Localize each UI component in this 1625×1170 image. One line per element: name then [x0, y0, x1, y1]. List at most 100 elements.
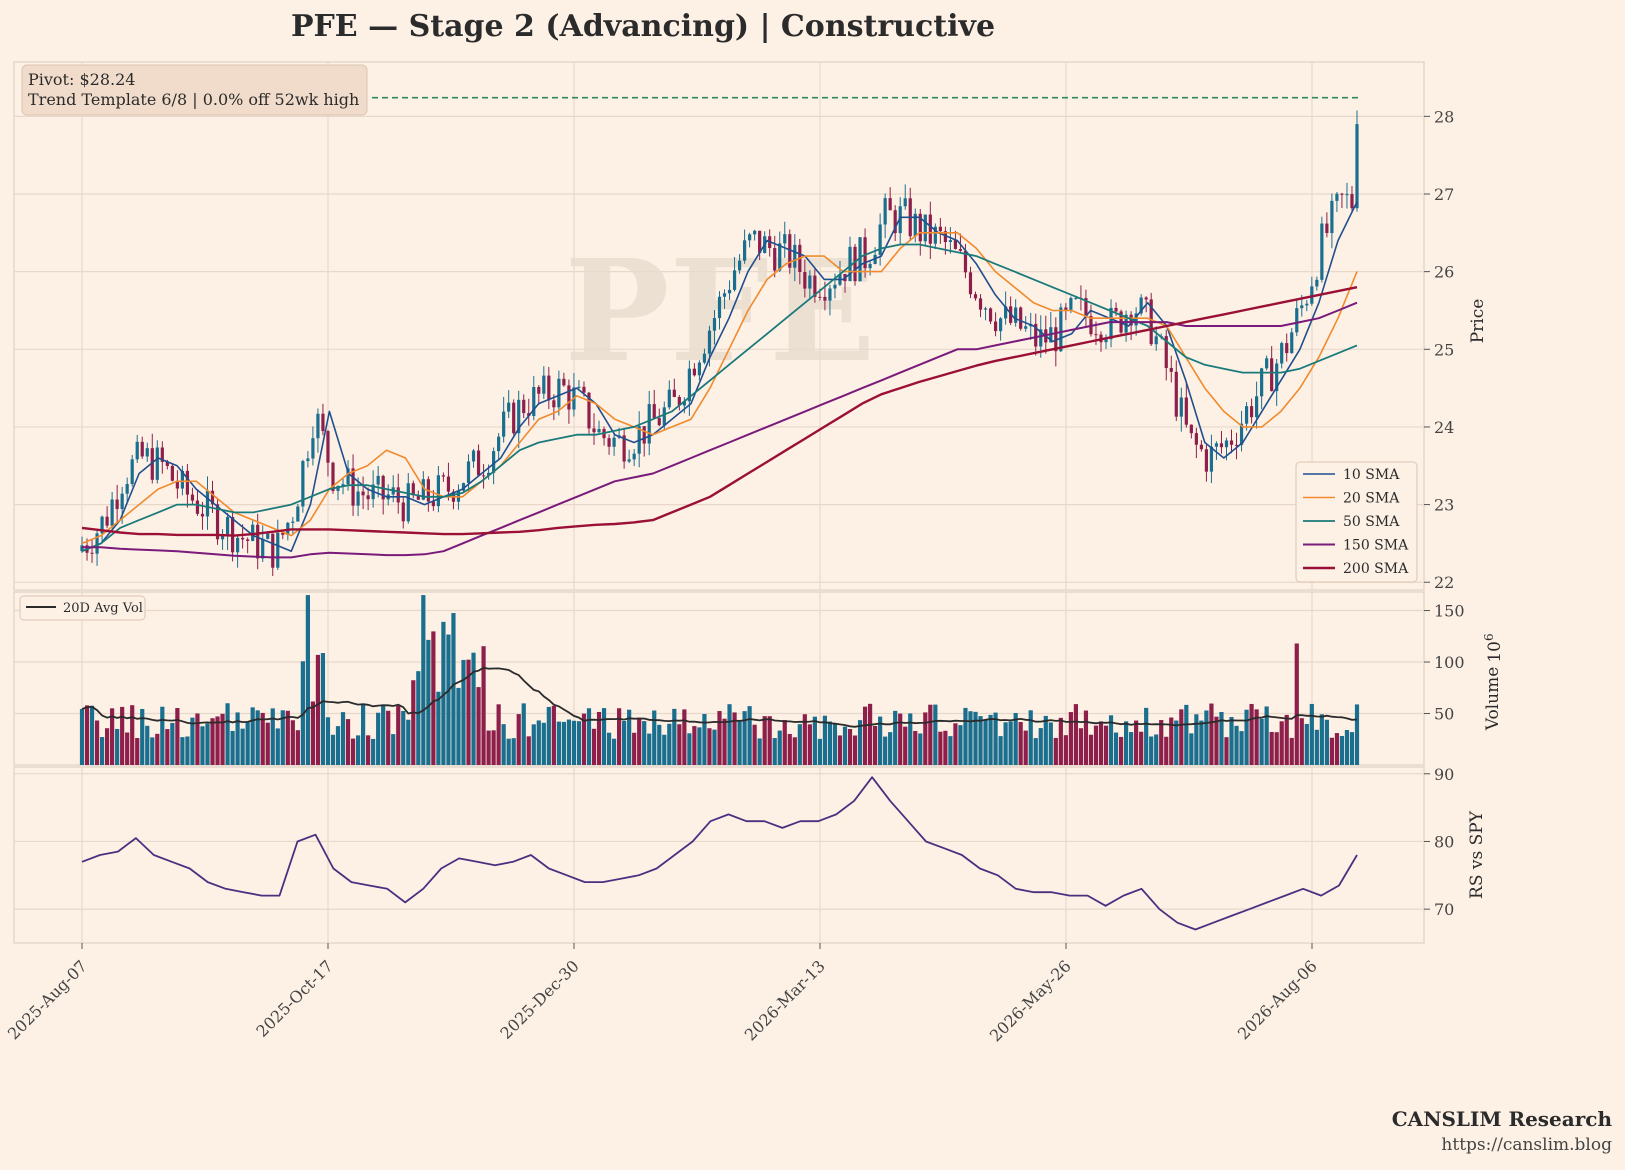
- volume-bar: [697, 727, 702, 765]
- volume-tick-label: 150: [1434, 602, 1465, 621]
- candle-body: [652, 404, 656, 419]
- volume-bar: [521, 703, 526, 765]
- candle-body: [1069, 297, 1073, 310]
- x-tick-label: 2026-Mar-13: [741, 956, 829, 1044]
- volume-bar: [1078, 728, 1084, 765]
- candle-body: [150, 448, 154, 480]
- volume-bar: [115, 728, 120, 765]
- volume-bar: [682, 709, 687, 765]
- volume-bar: [627, 709, 632, 765]
- volume-bar: [516, 714, 521, 765]
- volume-bar: [617, 708, 622, 765]
- volume-bar: [1038, 728, 1043, 765]
- volume-bar: [606, 732, 612, 765]
- candle-body: [421, 479, 425, 500]
- volume-bar: [1058, 717, 1063, 765]
- volume-bar: [280, 710, 285, 765]
- volume-bar: [89, 705, 95, 765]
- candle-body: [1244, 406, 1249, 424]
- candle-body: [1059, 307, 1063, 352]
- volume-bar: [110, 708, 115, 765]
- price-tick-label: 23: [1434, 496, 1454, 515]
- volume-bar: [933, 704, 938, 765]
- grid-lines: [14, 62, 1424, 943]
- candle-body: [396, 487, 400, 503]
- candle-body: [1034, 323, 1038, 347]
- candle-body: [898, 206, 902, 234]
- candle-body: [1104, 339, 1108, 343]
- volume-bar: [998, 736, 1003, 765]
- candle-body: [346, 468, 350, 485]
- candle-body: [90, 552, 94, 554]
- chart-title: PFE — Stage 2 (Advancing) | Constructive: [291, 9, 995, 44]
- volume-bar: [908, 713, 913, 765]
- volume-bar: [210, 718, 215, 765]
- volume-bar: [536, 720, 541, 765]
- candle-body: [311, 438, 315, 459]
- candle-body: [1039, 329, 1043, 347]
- volume-bar: [632, 732, 637, 765]
- candle-body: [1054, 327, 1058, 352]
- candle-body: [356, 491, 360, 506]
- candle-body: [953, 240, 958, 249]
- volume-legend-box: [19, 595, 146, 621]
- candle-body: [607, 438, 611, 447]
- volume-bar: [446, 634, 451, 765]
- candle-body: [1124, 314, 1128, 333]
- candle-body: [587, 392, 591, 429]
- volume-bar: [652, 710, 657, 765]
- volume-bar: [1003, 722, 1008, 765]
- volume-bar: [511, 738, 516, 765]
- volume-bar: [672, 708, 677, 765]
- candle-body: [748, 234, 752, 241]
- candle-body: [401, 502, 405, 522]
- candle-body: [1109, 307, 1113, 340]
- volume-bar: [325, 717, 331, 765]
- sma-line-4: [81, 286, 1358, 537]
- volume-bar: [155, 733, 160, 765]
- candle-body: [978, 298, 983, 310]
- candle-body: [471, 450, 476, 462]
- volume-bar: [1093, 725, 1099, 765]
- volume-bar: [622, 720, 627, 765]
- candle-body: [732, 270, 737, 290]
- volume-bar: [541, 722, 546, 765]
- volume-bar: [230, 730, 235, 765]
- volume-bar: [647, 733, 652, 765]
- candle-body: [657, 418, 661, 426]
- volume-bar: [767, 716, 772, 765]
- info-box: Pivot: $28.24 Trend Template 6/8 | 0.0% …: [21, 64, 368, 116]
- candle-body: [1255, 396, 1259, 418]
- volume-bar: [130, 705, 135, 765]
- candle-body: [778, 243, 782, 271]
- rs-tick-label: 70: [1434, 900, 1454, 919]
- volume-bar: [802, 714, 807, 765]
- volume-bar: [837, 735, 843, 765]
- candle-body: [672, 389, 676, 397]
- volume-bar: [506, 738, 511, 765]
- volume-bar: [551, 705, 556, 765]
- volume-bar: [968, 711, 973, 765]
- candle-body: [788, 234, 792, 268]
- volume-bar: [546, 706, 551, 765]
- candle-body: [361, 491, 365, 496]
- volume-bar: [1349, 732, 1355, 765]
- volume-bar: [1354, 704, 1360, 765]
- volume-bar: [1279, 721, 1284, 765]
- candle-body: [697, 362, 702, 376]
- volume-bar: [295, 730, 300, 765]
- volume-bar: [857, 720, 863, 765]
- rs-line-series: [81, 776, 1358, 931]
- candle-body: [291, 521, 295, 523]
- candle-body: [1064, 307, 1068, 310]
- volume-bar: [361, 703, 366, 765]
- volume-bar: [140, 708, 145, 765]
- candle-body: [632, 453, 636, 460]
- candle-body: [351, 468, 355, 506]
- candle-body: [722, 293, 727, 297]
- volume-bar: [978, 716, 983, 765]
- rs-axis-label: RS vs SPY: [1467, 810, 1487, 899]
- candle-body: [758, 230, 762, 254]
- volume-bar: [1249, 703, 1254, 765]
- volume-bar: [391, 734, 396, 765]
